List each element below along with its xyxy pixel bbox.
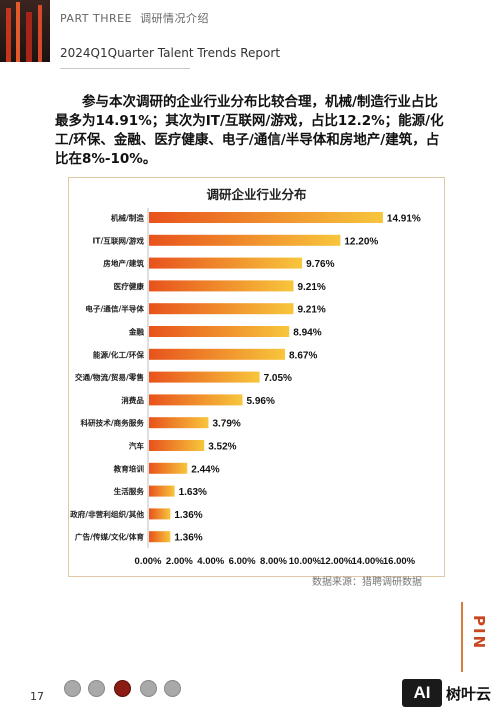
- bar: [149, 440, 205, 451]
- category-label: 交通/物流/贸易/零售: [75, 372, 144, 382]
- category-label: 广告/传媒/文化/体育: [75, 532, 144, 542]
- section-dot-5[interactable]: [164, 680, 181, 697]
- category-label: 消费品: [121, 395, 144, 405]
- bar: [149, 326, 290, 337]
- value-label: 9.21%: [297, 305, 325, 316]
- bar: [149, 348, 286, 360]
- x-tick-label: 14.00%: [352, 556, 385, 567]
- value-label: 1.36%: [174, 533, 202, 544]
- bar: [149, 371, 260, 383]
- value-label: 2.44%: [191, 464, 219, 475]
- x-tick-label: 4.00%: [197, 556, 224, 567]
- bar: [149, 417, 209, 429]
- bar: [149, 531, 171, 543]
- category-label: 电子/通信/半导体: [85, 304, 144, 314]
- watermark-logo: AI: [402, 679, 442, 707]
- report-subtitle: 2024Q1Quarter Talent Trends Report: [60, 46, 281, 60]
- header-part: PART THREE 调研情况介绍: [60, 10, 209, 26]
- header-photo: [0, 0, 50, 62]
- value-label: 9.76%: [306, 259, 334, 270]
- brand-vertical: PIN: [470, 615, 488, 651]
- bar: [149, 508, 171, 520]
- value-label: 8.67%: [289, 350, 317, 361]
- category-label: 政府/非营利组织/其他: [70, 509, 144, 519]
- category-label: 汽车: [129, 441, 145, 451]
- value-label: 12.20%: [344, 236, 378, 247]
- value-label: 1.63%: [179, 487, 207, 498]
- category-label: 金融: [128, 327, 145, 337]
- value-label: 3.52%: [208, 442, 236, 453]
- value-label: 8.94%: [293, 328, 321, 339]
- bar: [149, 280, 294, 292]
- watermark: AI 树叶云: [402, 678, 491, 708]
- x-tick-label: 10.00%: [289, 556, 322, 567]
- part-label: PART THREE: [60, 12, 133, 25]
- x-tick-label: 8.00%: [260, 556, 287, 567]
- page-number: 17: [30, 690, 44, 703]
- intro-paragraph: 参与本次调研的企业行业分布比较合理，机械/制造行业占比最多为14.91%；其次为…: [55, 94, 444, 167]
- value-label: 5.96%: [246, 396, 274, 407]
- x-tick-label: 6.00%: [229, 556, 256, 567]
- category-label: 教育培训: [114, 463, 145, 473]
- header-divider: [60, 68, 190, 69]
- x-tick-label: 2.00%: [166, 556, 193, 567]
- category-label: 医疗健康: [114, 281, 145, 291]
- bar: [149, 462, 188, 474]
- bar: [149, 303, 294, 315]
- part-title: 调研情况介绍: [140, 12, 210, 25]
- x-tick-label: 16.00%: [383, 556, 416, 567]
- value-label: 1.36%: [174, 510, 202, 521]
- bar-chart: 机械/制造 14.91% IT/互联网/游戏 12.20% 房地产/建筑 9.76% 医疗健…: [70, 208, 421, 567]
- section-dot-2[interactable]: [88, 680, 105, 697]
- value-label: 3.79%: [212, 419, 240, 430]
- value-label: 9.21%: [297, 282, 325, 293]
- bar: [149, 485, 175, 497]
- chart-frame: 调研企业行业分布 机械/制造 14.91% IT/互联网/游戏 12.20% 房地产/建…: [68, 177, 445, 577]
- value-label: 14.91%: [387, 214, 421, 225]
- category-label: 机械/制造: [111, 213, 145, 223]
- category-label: 房地产/建筑: [103, 258, 144, 268]
- watermark-text: 树叶云: [446, 684, 492, 703]
- x-tick-label: 12.00%: [320, 556, 353, 567]
- bar: [149, 257, 303, 269]
- brand-bar: [461, 602, 463, 672]
- section-dot-4[interactable]: [140, 680, 157, 697]
- value-label: 7.05%: [264, 373, 292, 384]
- category-label: 生活服务: [114, 486, 145, 496]
- x-tick-label: 0.00%: [135, 556, 162, 567]
- section-dot-1[interactable]: [64, 680, 81, 697]
- data-source: 数据来源：猎聘调研数据: [312, 577, 422, 588]
- bar: [149, 212, 383, 223]
- category-label: IT/互联网/游戏: [92, 235, 144, 245]
- bar: [149, 394, 243, 406]
- section-dot-3[interactable]: [114, 680, 131, 697]
- bar: [149, 234, 341, 246]
- category-label: 科研技术/商务服务: [80, 418, 144, 428]
- chart-title: 调研企业行业分布: [206, 187, 307, 202]
- category-label: 能源/化工/环保: [93, 349, 145, 359]
